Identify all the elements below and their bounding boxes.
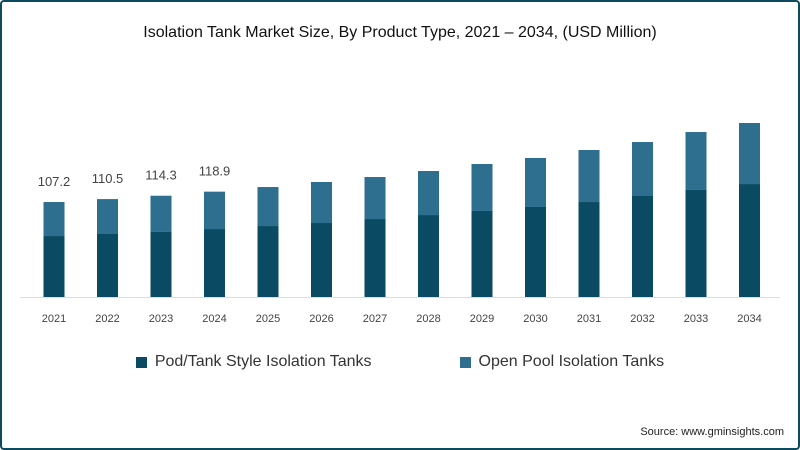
legend-swatch-open-pool bbox=[459, 356, 471, 368]
x-tick-2022: 2022 bbox=[95, 313, 119, 325]
bar-pod-2030 bbox=[525, 206, 546, 297]
legend-item-open-pool: Open Pool Isolation Tanks bbox=[459, 353, 665, 371]
x-tick-2025: 2025 bbox=[256, 313, 280, 325]
x-tick-2021: 2021 bbox=[42, 313, 66, 325]
data-label-2021: 107.2 bbox=[38, 174, 71, 189]
legend: Pod/Tank Style Isolation Tanks Open Pool… bbox=[2, 353, 798, 371]
bar-open-pool-2021 bbox=[43, 202, 65, 237]
chart-title: Isolation Tank Market Size, By Product T… bbox=[143, 24, 657, 41]
bar-pod-2024 bbox=[204, 229, 225, 297]
bar-open-pool-2023 bbox=[150, 195, 172, 232]
legend-item-pod: Pod/Tank Style Isolation Tanks bbox=[135, 353, 372, 371]
bar-pod-2034 bbox=[739, 184, 760, 297]
bar-open-pool-2026 bbox=[311, 181, 332, 224]
data-label-2024: 118.9 bbox=[199, 164, 231, 179]
bar-pod-2028 bbox=[418, 215, 439, 297]
bar-pod-2029 bbox=[471, 210, 493, 297]
x-tick-2029: 2029 bbox=[470, 313, 494, 325]
legend-label-pod: Pod/Tank Style Isolation Tanks bbox=[154, 353, 372, 370]
data-label-2022: 110.5 bbox=[92, 171, 124, 186]
legend-label-open-pool: Open Pool Isolation Tanks bbox=[478, 353, 665, 370]
source-note: Source: www.gminsights.com bbox=[640, 426, 784, 438]
bar-open-pool-2025 bbox=[257, 187, 279, 227]
bar-open-pool-2031 bbox=[578, 150, 600, 203]
x-tick-2026: 2026 bbox=[309, 313, 333, 325]
x-tick-2034: 2034 bbox=[737, 313, 761, 325]
bar-open-pool-2033 bbox=[685, 132, 707, 190]
bar-open-pool-2032 bbox=[632, 142, 653, 196]
x-tick-2031: 2031 bbox=[577, 313, 601, 325]
legend-swatch-pod bbox=[135, 356, 147, 368]
bar-open-pool-2022 bbox=[97, 199, 118, 235]
x-tick-2033: 2033 bbox=[684, 313, 708, 325]
x-tick-2028: 2028 bbox=[416, 313, 440, 325]
x-tick-2032: 2032 bbox=[630, 313, 654, 325]
bar-pod-2022 bbox=[97, 234, 118, 297]
x-tick-2030: 2030 bbox=[523, 313, 547, 325]
bar-pod-2032 bbox=[632, 195, 653, 297]
bar-pod-2033 bbox=[685, 189, 707, 297]
x-tick-2027: 2027 bbox=[363, 313, 387, 325]
x-tick-2024: 2024 bbox=[202, 313, 226, 325]
bar-open-pool-2029 bbox=[471, 164, 493, 211]
bar-pod-2023 bbox=[150, 231, 172, 297]
data-label-2023: 114.3 bbox=[145, 168, 177, 183]
bar-open-pool-2028 bbox=[418, 171, 439, 216]
bar-open-pool-2024 bbox=[204, 191, 225, 230]
bar-open-pool-2027 bbox=[364, 177, 386, 220]
x-tick-2023: 2023 bbox=[149, 313, 173, 325]
bar-open-pool-2030 bbox=[525, 157, 546, 207]
bar-open-pool-2034 bbox=[739, 122, 760, 185]
bar-pod-2021 bbox=[43, 236, 65, 297]
bar-pod-2031 bbox=[578, 202, 600, 297]
bar-pod-2025 bbox=[257, 226, 279, 297]
bar-pod-2026 bbox=[311, 223, 332, 297]
bar-pod-2027 bbox=[364, 219, 386, 297]
